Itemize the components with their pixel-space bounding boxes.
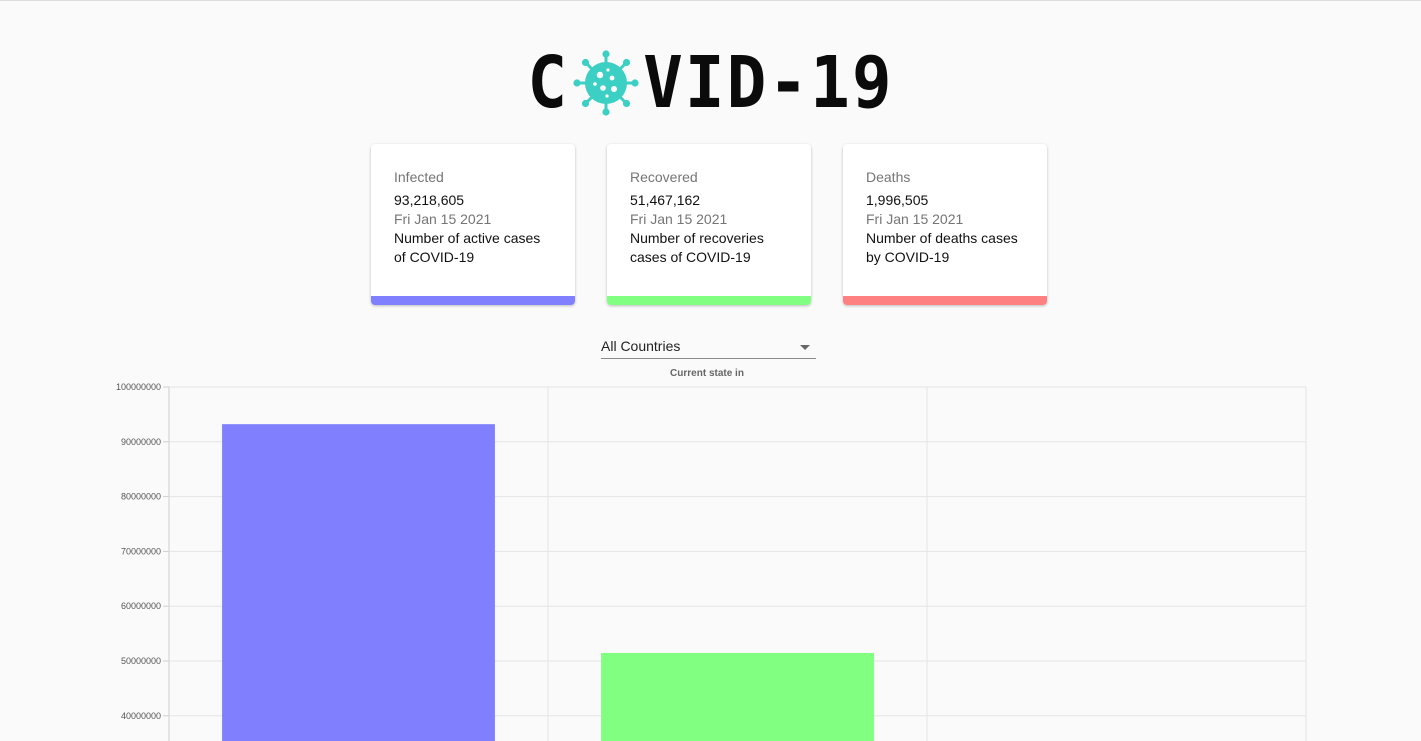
y-tick-label: 90000000 (121, 437, 161, 447)
card-date: Fri Jan 15 2021 (866, 211, 964, 227)
virus-icon (573, 50, 639, 116)
bar-recovered (601, 652, 874, 741)
logo-text-right: VID-19 (643, 40, 894, 125)
card-description: Number of recoveries cases of COVID-19 (630, 230, 764, 265)
y-tick-label: 60000000 (121, 601, 161, 611)
bar-chart-svg: Current state in 100000000 90000000 8000000… (116, 368, 1307, 741)
y-tick-label: 40000000 (121, 711, 161, 721)
y-tick-label: 70000000 (121, 546, 161, 556)
card-color-bar (371, 296, 575, 305)
bar-chart: Current state in 100000000 90000000 8000000… (0, 361, 1421, 741)
chevron-down-icon (800, 345, 810, 350)
logo-text-left: C (527, 40, 570, 125)
card-count: 1,996,505 (866, 192, 929, 208)
card-color-bar (843, 296, 1047, 305)
covid-logo: C (0, 40, 1421, 125)
country-select[interactable]: All Countries (601, 335, 816, 359)
card-count: 51,467,162 (630, 192, 701, 208)
card-count: 93,218,605 (394, 192, 465, 208)
chart-title: Current state in (670, 368, 744, 379)
card-date: Fri Jan 15 2021 (394, 211, 492, 227)
card-label: Infected (394, 169, 444, 185)
y-tick-label: 80000000 (121, 492, 161, 502)
recovered-card: Recovered 51,467,162 Fri Jan 15 2021 Num… (607, 144, 811, 305)
card-label: Recovered (630, 169, 698, 185)
card-description: Number of deaths cases by COVID-19 (866, 230, 1018, 265)
country-select-value: All Countries (601, 338, 681, 354)
bar-infected (222, 424, 495, 741)
card-description: Number of active cases of COVID-19 (394, 230, 541, 265)
card-date: Fri Jan 15 2021 (630, 211, 728, 227)
stats-cards: Infected 93,218,605 Fri Jan 15 2021 Numb… (371, 144, 1047, 305)
infected-card: Infected 93,218,605 Fri Jan 15 2021 Numb… (371, 144, 575, 305)
card-label: Deaths (866, 169, 911, 185)
y-tick-label: 100000000 (116, 382, 161, 392)
card-color-bar (607, 296, 811, 305)
y-tick-label: 50000000 (121, 656, 161, 666)
deaths-card: Deaths 1,996,505 Fri Jan 15 2021 Number … (843, 144, 1047, 305)
